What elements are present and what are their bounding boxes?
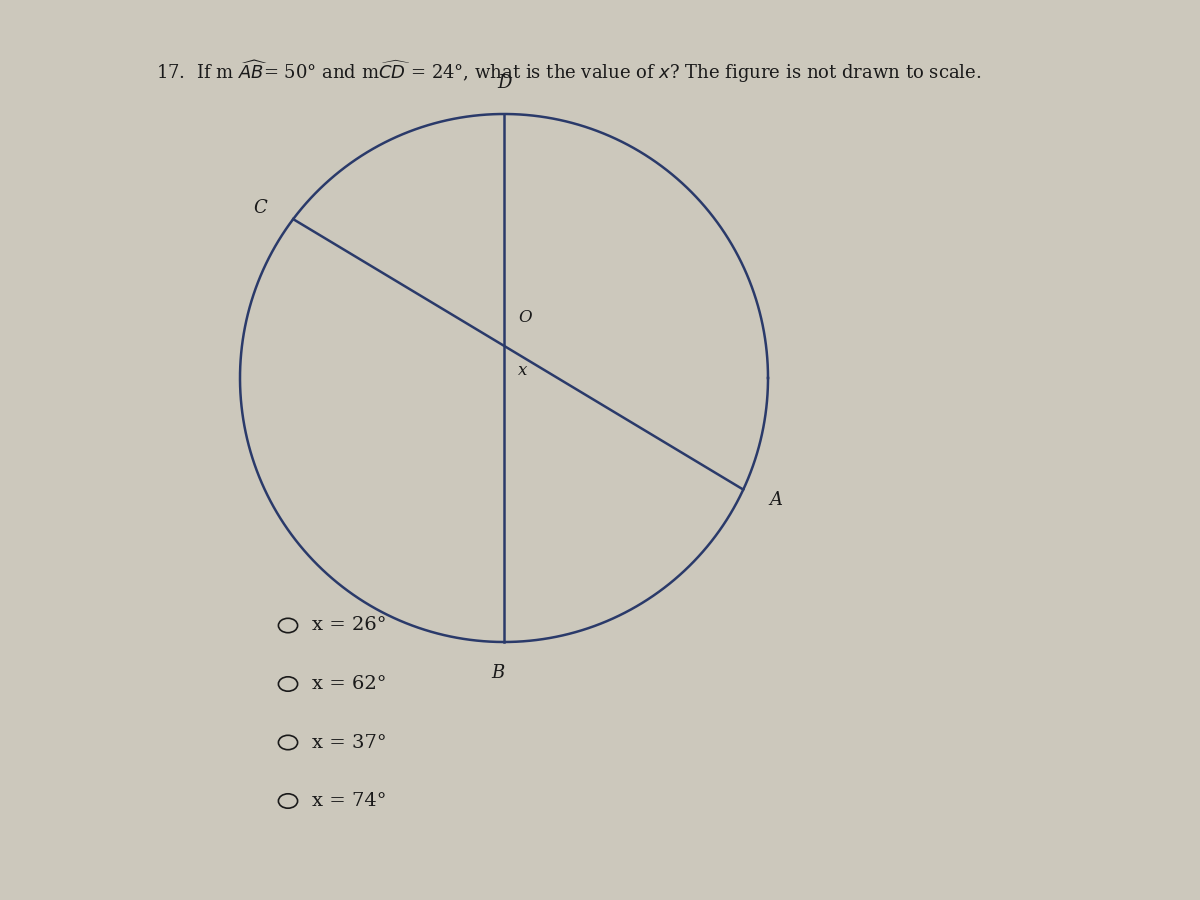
Text: x = 74°: x = 74° <box>312 792 386 810</box>
Text: x = 62°: x = 62° <box>312 675 386 693</box>
Text: A: A <box>769 491 782 509</box>
Text: D: D <box>497 74 511 92</box>
Text: 17.  If m $\widehat{AB}$= 50° and m$\widehat{CD}$ = 24°, what is the value of $x: 17. If m $\widehat{AB}$= 50° and m$\wide… <box>156 58 982 86</box>
Text: B: B <box>491 664 505 682</box>
Text: x: x <box>518 362 528 379</box>
Text: O: O <box>518 309 532 326</box>
Text: x = 26°: x = 26° <box>312 616 386 634</box>
Text: x = 37°: x = 37° <box>312 734 386 752</box>
Text: C: C <box>253 199 266 217</box>
